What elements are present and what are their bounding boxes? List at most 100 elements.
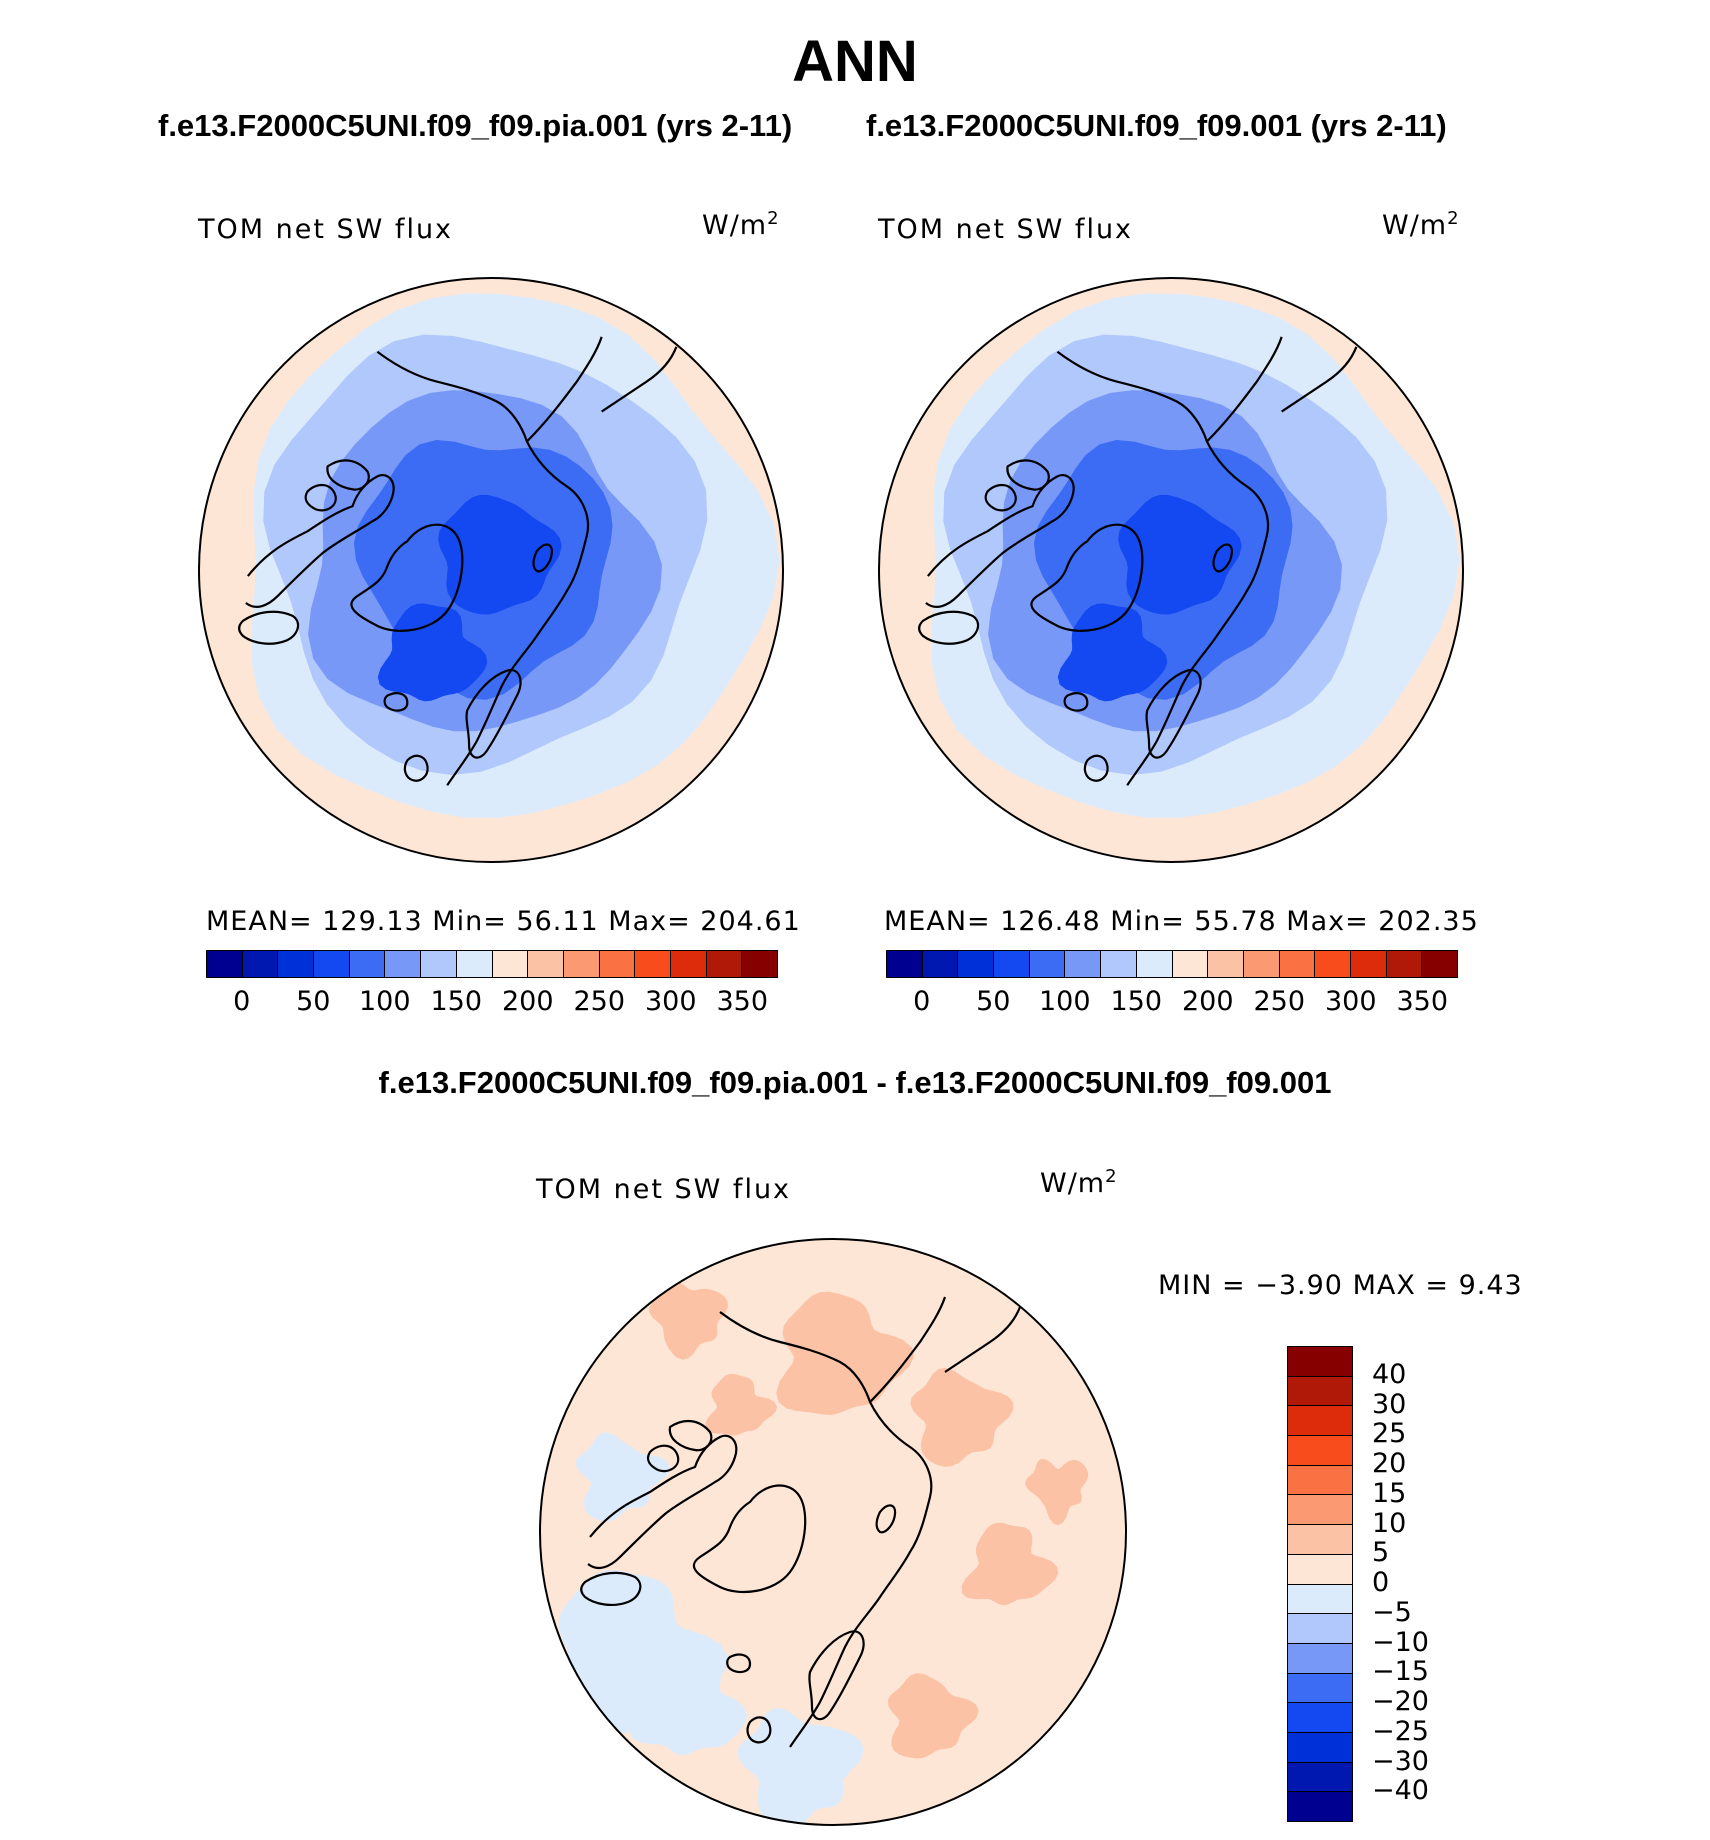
difference-polar-map bbox=[539, 1238, 1127, 1826]
left-units-label: W/m2 bbox=[702, 208, 780, 241]
colorbar-tick-label: 300 bbox=[644, 986, 697, 1017]
colorbar-tick-label: −20 bbox=[1372, 1686, 1429, 1717]
left-variable-label: TOM net SW flux bbox=[198, 214, 454, 245]
colorbar-tick-label: 40 bbox=[1372, 1358, 1407, 1390]
colorbar-swatch bbox=[207, 951, 243, 977]
colorbar-swatch bbox=[492, 951, 529, 977]
colorbar-swatch bbox=[349, 951, 386, 977]
colorbar-swatch bbox=[1243, 951, 1280, 977]
colorbar-swatch bbox=[1288, 1465, 1352, 1496]
colorbar-swatch bbox=[1065, 951, 1102, 977]
colorbar-swatch bbox=[994, 951, 1030, 977]
colorbar-swatch bbox=[1279, 951, 1316, 977]
right-colorbar bbox=[886, 950, 1458, 978]
colorbar-swatch bbox=[1386, 951, 1423, 977]
colorbar-tick-label: 20 bbox=[1372, 1448, 1407, 1479]
colorbar-tick-label: 5 bbox=[1372, 1537, 1390, 1569]
colorbar-swatch bbox=[1288, 1614, 1352, 1644]
left-stats: MEAN= 129.13 Min= 56.11 Max= 204.61 bbox=[206, 906, 801, 937]
map-field-positive bbox=[649, 1280, 729, 1360]
main-title: ANN bbox=[792, 29, 918, 94]
left-colorbar bbox=[206, 950, 778, 978]
colorbar-swatch bbox=[1288, 1732, 1352, 1763]
map-field-positive bbox=[910, 1367, 1014, 1467]
colorbar-tick-label: 350 bbox=[716, 986, 769, 1017]
left-colorbar-ticks: 0 50 100 150 200 250 300 350 bbox=[206, 986, 778, 1020]
colorbar-swatch bbox=[742, 951, 777, 977]
difference-title: f.e13.F2000C5UNI.f09_f09.pia.001 - f.e13… bbox=[378, 1065, 1332, 1100]
colorbar-tick-label: 0 bbox=[233, 986, 251, 1017]
colorbar-swatch bbox=[1029, 951, 1066, 977]
colorbar-swatch bbox=[421, 951, 457, 977]
colorbar-swatch bbox=[958, 951, 995, 977]
colorbar-swatch bbox=[1288, 1643, 1352, 1674]
colorbar-swatch bbox=[1288, 1347, 1352, 1377]
map-field-positive bbox=[776, 1291, 914, 1415]
colorbar-swatch bbox=[887, 951, 923, 977]
colorbar-swatch bbox=[1288, 1554, 1352, 1585]
colorbar-tick-label: 200 bbox=[1181, 986, 1234, 1017]
difference-colorbar bbox=[1287, 1346, 1353, 1822]
colorbar-swatch bbox=[1101, 951, 1137, 977]
map-border bbox=[539, 1238, 1127, 1826]
colorbar-swatch bbox=[242, 951, 279, 977]
colorbar-tick-label: 200 bbox=[501, 986, 554, 1017]
right-colorbar-ticks: 0 50 100 150 200 250 300 350 bbox=[886, 986, 1458, 1020]
difference-units-label: W/m2 bbox=[1040, 1166, 1118, 1199]
colorbar-swatch bbox=[599, 951, 636, 977]
colorbar-tick-label: 250 bbox=[573, 986, 626, 1017]
colorbar-swatch bbox=[1288, 1436, 1352, 1466]
colorbar-swatch bbox=[1288, 1525, 1352, 1555]
colorbar-tick-label: 30 bbox=[1372, 1388, 1407, 1420]
map-field-level bbox=[1118, 494, 1242, 615]
colorbar-swatch bbox=[278, 951, 315, 977]
colorbar-swatch bbox=[1288, 1762, 1352, 1793]
map-field-level bbox=[1057, 603, 1168, 702]
map-field-positive bbox=[705, 1373, 778, 1436]
colorbar-swatch bbox=[1288, 1673, 1352, 1704]
right-polar-map bbox=[878, 277, 1464, 863]
map-field-positive bbox=[1025, 1458, 1089, 1526]
map-coastlines bbox=[918, 336, 1358, 786]
map-border bbox=[878, 277, 1464, 863]
difference-colorbar-ticks: 40 30 25 20 15 10 5 0 −5 −10 −15 −20 −25 −30 −40 bbox=[1372, 1346, 1452, 1822]
colorbar-tick-label: 350 bbox=[1396, 986, 1449, 1017]
map-field-positive bbox=[961, 1522, 1059, 1606]
map-field-level bbox=[438, 494, 562, 615]
colorbar-swatch bbox=[670, 951, 707, 977]
right-stats: MEAN= 126.48 Min= 55.78 Max= 202.35 bbox=[884, 906, 1479, 937]
colorbar-tick-label: 150 bbox=[1110, 986, 1163, 1017]
colorbar-swatch bbox=[1288, 1792, 1352, 1821]
colorbar-tick-label: −15 bbox=[1372, 1656, 1429, 1688]
colorbar-swatch bbox=[1208, 951, 1244, 977]
left-run-title: f.e13.F2000C5UNI.f09_f09.pia.001 (yrs 2-… bbox=[158, 108, 793, 143]
difference-variable-label: TOM net SW flux bbox=[536, 1174, 792, 1205]
map-field-negative bbox=[575, 1432, 670, 1522]
colorbar-tick-label: 0 bbox=[913, 986, 931, 1017]
colorbar-tick-label: −40 bbox=[1372, 1775, 1429, 1807]
colorbar-tick-label: 50 bbox=[296, 986, 331, 1017]
colorbar-tick-label: −30 bbox=[1372, 1745, 1429, 1777]
colorbar-tick-label: 0 bbox=[1372, 1567, 1390, 1598]
colorbar-swatch bbox=[1136, 951, 1173, 977]
right-run-title: f.e13.F2000C5UNI.f09_f09.001 (yrs 2-11) bbox=[866, 108, 1447, 143]
colorbar-tick-label: −10 bbox=[1372, 1626, 1429, 1658]
colorbar-tick-label: −5 bbox=[1372, 1596, 1412, 1628]
colorbar-swatch bbox=[1288, 1376, 1352, 1407]
colorbar-swatch bbox=[1315, 951, 1351, 977]
colorbar-tick-label: 50 bbox=[976, 986, 1011, 1017]
colorbar-tick-label: 10 bbox=[1372, 1507, 1407, 1539]
colorbar-swatch bbox=[635, 951, 671, 977]
colorbar-tick-label: 25 bbox=[1372, 1418, 1407, 1450]
difference-stats: MIN = −3.90 MAX = 9.43 bbox=[1158, 1270, 1523, 1301]
colorbar-tick-label: 100 bbox=[1038, 986, 1091, 1017]
colorbar-swatch bbox=[314, 951, 350, 977]
colorbar-swatch bbox=[1172, 951, 1209, 977]
colorbar-tick-label: 100 bbox=[358, 986, 411, 1017]
colorbar-swatch bbox=[1288, 1495, 1352, 1526]
colorbar-swatch bbox=[706, 951, 743, 977]
colorbar-tick-label: 15 bbox=[1372, 1477, 1407, 1509]
colorbar-tick-label: 150 bbox=[430, 986, 483, 1017]
colorbar-swatch bbox=[528, 951, 564, 977]
colorbar-tick-label: −25 bbox=[1372, 1715, 1429, 1747]
